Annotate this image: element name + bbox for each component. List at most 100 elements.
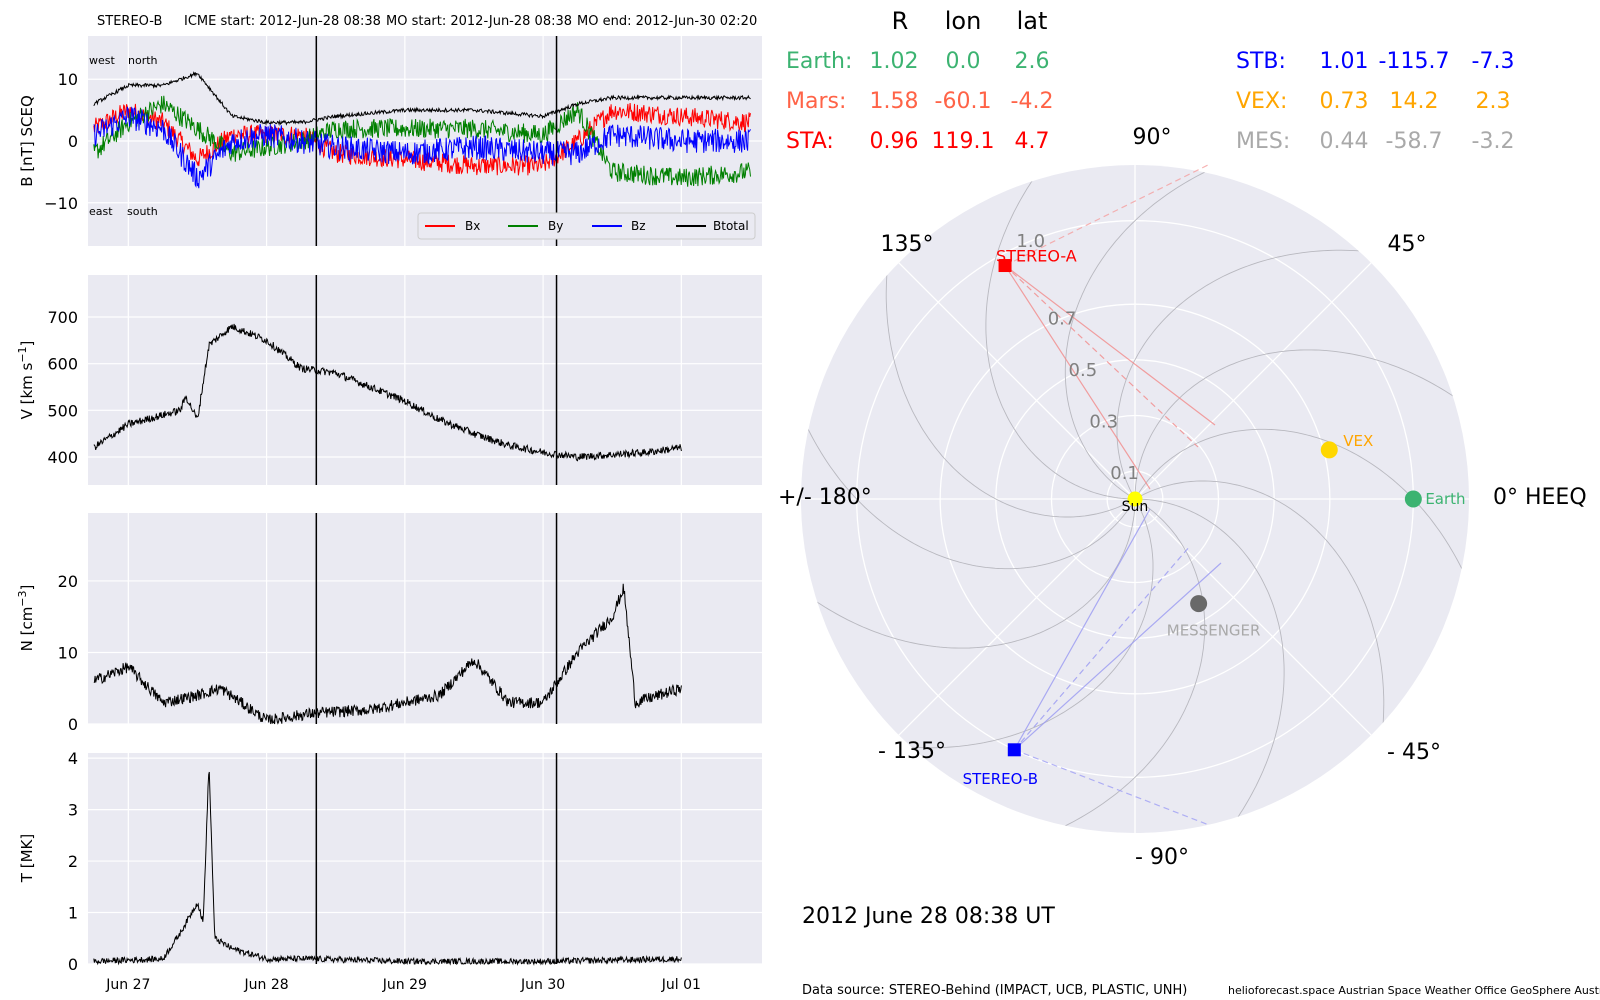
b-ylabel: B [nT] SCEQ xyxy=(18,95,36,186)
pos-right-r: 0.73 xyxy=(1320,89,1369,114)
xtick-label: Jun 29 xyxy=(382,977,427,993)
header-icme-start: ICME start: 2012-Jun-28 08:38 xyxy=(184,14,381,29)
angle-label-0: 0° HEEQ xyxy=(1493,485,1587,510)
pos-right-r: 0.44 xyxy=(1320,129,1369,154)
sta-ray-2 xyxy=(1004,265,1199,448)
b-ytick-label: 10 xyxy=(58,70,78,89)
legend-label-bx: Bx xyxy=(465,219,480,233)
pos-left-name: Mars: xyxy=(786,89,846,114)
pos-left-lon: -60.1 xyxy=(935,89,992,114)
body-label-earth: Earth xyxy=(1425,490,1465,508)
col-header-r: R xyxy=(892,7,909,35)
t-ytick-label: 4 xyxy=(68,749,78,768)
parker-spiral xyxy=(1116,249,1451,500)
parker-spiral xyxy=(801,499,1136,649)
angle-label-45: 45° xyxy=(1388,232,1427,257)
pos-left-r: 1.58 xyxy=(870,89,919,114)
position-rows: Earth: 1.02 0.0 2.6 Mars: 1.58 -60.1 -4.2 STA: 0.… xyxy=(786,49,1514,154)
body-label-mes: MESSENGER xyxy=(1167,622,1261,640)
pos-left-r: 1.02 xyxy=(870,49,919,74)
position-table: R lon lat Earth: 1.02 0.0 2.6 Mars: 1.58 -60.1… xyxy=(786,7,1514,154)
event-lines xyxy=(315,36,558,964)
t-panel-bg xyxy=(88,753,762,964)
sta-ray-sun xyxy=(1004,265,1151,490)
parker-spiral xyxy=(976,498,1206,833)
pos-right-lon: -115.7 xyxy=(1379,49,1450,74)
series-btotal xyxy=(93,71,751,127)
series-bz xyxy=(93,106,751,189)
body-marker-sta xyxy=(998,259,1012,273)
angle-label-m90: - 90° xyxy=(1135,845,1189,870)
radial-label: 1.0 xyxy=(1016,231,1045,252)
polar-spoke xyxy=(1134,498,1372,736)
b-legend: Bx By Bz Btotal xyxy=(417,212,756,240)
xtick-label: Jun 27 xyxy=(105,977,150,993)
b-annot-west: west xyxy=(89,54,115,67)
angle-label-m135: - 135° xyxy=(878,739,946,764)
parker-spiral xyxy=(1064,165,1294,500)
v-ylabel: V [km s−1] xyxy=(16,341,36,420)
body-label-sta: STEREO-A xyxy=(996,247,1077,266)
pos-left-lon: 0.0 xyxy=(946,49,981,74)
spacecraft-rays xyxy=(1004,164,1222,826)
data-source: Data source: STEREO-Behind (IMPACT, UCB,… xyxy=(802,983,1187,998)
pos-right-lat: -3.2 xyxy=(1472,129,1515,154)
t-ytick-label: 2 xyxy=(68,852,78,871)
header-spacecraft: STEREO-B xyxy=(97,14,162,29)
pos-left-lat: 4.7 xyxy=(1015,129,1050,154)
polar-spoke xyxy=(1134,262,1372,500)
angle-label-90: 90° xyxy=(1133,125,1172,150)
parker-spiral xyxy=(1135,498,1285,833)
pos-right-lon: -58.7 xyxy=(1386,129,1443,154)
v-ytick-label: 700 xyxy=(47,308,78,327)
legend-label-btotal: Btotal xyxy=(713,219,749,233)
sta-ray-3 xyxy=(1004,164,1209,267)
pos-left-lon: 119.1 xyxy=(932,129,995,154)
radial-labels: 0.1 0.3 0.5 0.7 1.0 xyxy=(1016,231,1138,484)
n-ytick-label: 10 xyxy=(58,643,78,662)
pos-left-lat: -4.2 xyxy=(1011,89,1054,114)
v-ytick-label: 500 xyxy=(47,401,78,420)
parker-spiral xyxy=(801,340,1136,570)
body-label-sun: Sun xyxy=(1122,499,1149,515)
angle-label-135: 135° xyxy=(881,232,934,257)
stb-ray-2 xyxy=(1013,545,1191,751)
b-annot-east: east xyxy=(89,205,113,218)
body-label-stb: STEREO-B xyxy=(963,770,1038,788)
series-n xyxy=(93,583,682,725)
polar-spoke xyxy=(898,498,1136,736)
radial-label: 0.3 xyxy=(1089,412,1118,433)
v-ytick-label: 600 xyxy=(47,355,78,374)
t-ylabel: T [MK] xyxy=(18,834,36,883)
b-annot-south: south xyxy=(127,205,158,218)
stb-ray-3 xyxy=(1014,749,1210,826)
parker-spirals xyxy=(801,165,1469,833)
series-bx xyxy=(93,103,751,176)
pos-left-name: STA: xyxy=(786,129,834,154)
radial-label: 0.5 xyxy=(1069,360,1098,381)
t-ytick-label: 1 xyxy=(68,904,78,923)
body-label-vex: VEX xyxy=(1343,432,1373,450)
pos-right-name: STB: xyxy=(1236,49,1286,74)
n-panel-bg xyxy=(88,513,762,724)
sta-ray-1 xyxy=(1004,265,1216,426)
series-by xyxy=(93,95,751,187)
body-marker-sun xyxy=(1127,491,1143,507)
series-v xyxy=(93,323,682,462)
pos-right-lat: -7.3 xyxy=(1472,49,1515,74)
bodies: Sun Earth VEX MESSENGER STEREO-A STEREO-B xyxy=(963,247,1466,788)
pos-left-name: Earth: xyxy=(786,49,852,74)
parker-spiral xyxy=(1134,480,1385,815)
legend-label-by: By xyxy=(548,219,563,233)
stb-ray-sun xyxy=(1013,508,1151,751)
pos-left-r: 0.96 xyxy=(870,129,919,154)
radial-label: 0.7 xyxy=(1048,308,1077,329)
t-ytick-label: 3 xyxy=(68,801,78,820)
angle-label-m45: - 45° xyxy=(1387,740,1441,765)
xtick-label: Jun 30 xyxy=(520,977,565,993)
parker-spiral xyxy=(985,165,1135,500)
angle-label-180: +/- 180° xyxy=(778,485,872,510)
pos-right-r: 1.01 xyxy=(1320,49,1369,74)
pos-right-name: MES: xyxy=(1236,129,1290,154)
